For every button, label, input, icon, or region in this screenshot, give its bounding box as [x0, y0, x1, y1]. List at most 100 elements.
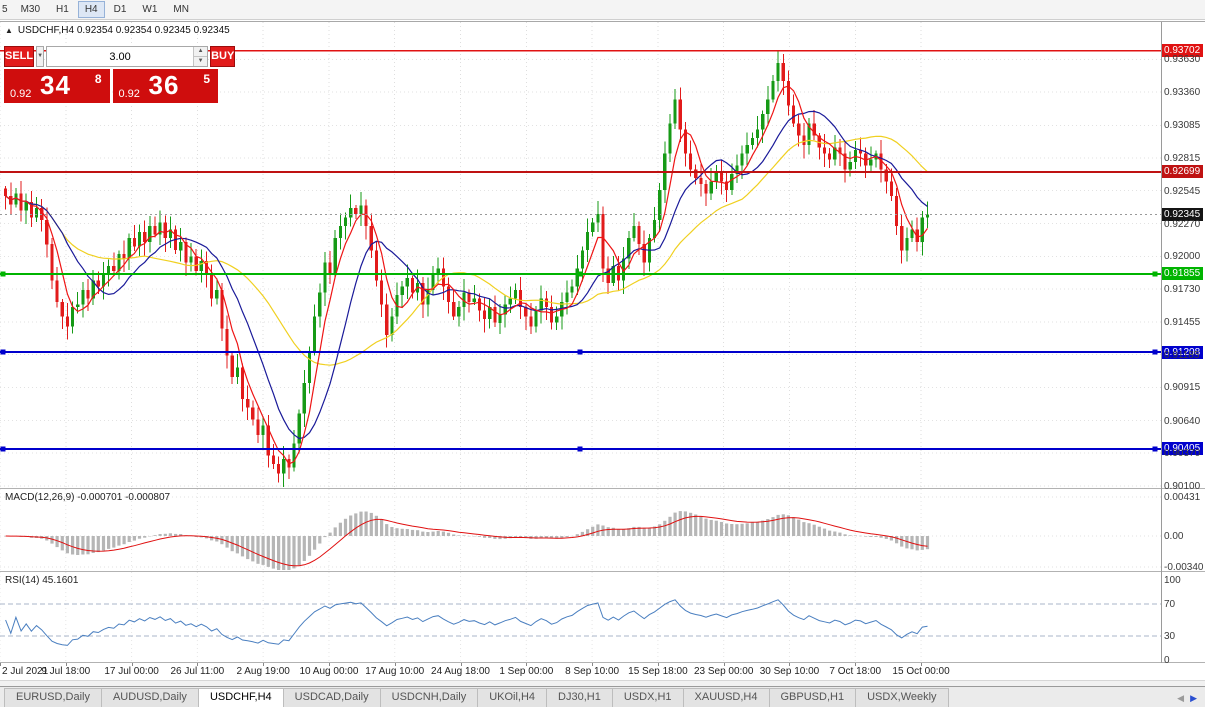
hline-handles[interactable] [0, 446, 1158, 452]
chart-tabs-bar: EURUSD,Daily AUDUSD,Daily USDCHF,H4 USDCAD,… [0, 686, 1205, 707]
volume-decrease-icon[interactable]: ▼ [194, 57, 208, 66]
chart-tab-usdcad-daily[interactable]: USDCAD,Daily [282, 688, 381, 707]
macd-axis-label: -0.00340 [1164, 562, 1204, 573]
tab-scroll-nav: ◀ ▶ [1177, 693, 1205, 707]
chart-tab-xauusd-h4[interactable]: XAUUSD,H4 [682, 688, 770, 707]
time-axis-label: 2 Aug 19:00 [236, 666, 290, 677]
timeframe-button-mn[interactable]: MN [173, 4, 189, 15]
hline-handles[interactable] [0, 271, 1158, 277]
price-axis[interactable] [1161, 22, 1205, 663]
chart-tab-gbpusd-h1[interactable]: GBPUSD,H1 [768, 688, 857, 707]
price-chart-canvas[interactable] [0, 22, 1161, 488]
chart-tab-eurusd-daily[interactable]: EURUSD,Daily [4, 688, 102, 707]
rsi-axis-label: 70 [1164, 599, 1176, 610]
macd-axis-label: 0.00 [1164, 531, 1184, 542]
buy-quote-pips: 36 [148, 70, 180, 100]
time-axis-label: 2 Jul 2021 [2, 666, 49, 677]
level-badge-0.91208: 0.91208 [1162, 345, 1203, 359]
macd-indicator-canvas[interactable] [0, 489, 1161, 571]
sell-button[interactable]: SELL [4, 46, 35, 67]
time-tick [526, 663, 528, 666]
buy-quote-point: 5 [203, 72, 210, 86]
time-tick [0, 663, 1, 666]
price-axis-label: 0.92000 [1164, 251, 1201, 263]
chart-tabs: EURUSD,Daily AUDUSD,Daily USDCHF,H4 USDCAD,… [4, 688, 949, 707]
volume-increase-icon[interactable]: ▲ [194, 47, 208, 57]
time-axis[interactable]: 2 Jul 2021 9 Jul 18:00 17 Jul 00:00 26 Jul … [0, 663, 1205, 679]
time-tick [855, 663, 857, 666]
volume-field-wrap: ▲ ▼ [46, 46, 209, 67]
one-click-trade-panel: SELL ▼ ▲ ▼ BUY 0.92 34 8 0.9 [4, 46, 236, 103]
price-axis-label: 0.90640 [1164, 415, 1201, 427]
timeframe-button-5[interactable]: 5 [2, 4, 8, 15]
volume-input[interactable] [47, 47, 194, 66]
level-badge-0.93702: 0.93702 [1162, 44, 1203, 58]
current-price-badge: 0.92345 [1162, 208, 1203, 222]
chart-tab-ukoil-h4[interactable]: UKOil,H4 [477, 688, 548, 707]
time-axis-label: 23 Sep 00:00 [693, 666, 754, 677]
time-tick [263, 663, 265, 666]
tabs-scroll-right-icon[interactable]: ▶ [1190, 693, 1197, 703]
time-axis-label: 24 Aug 18:00 [431, 666, 490, 677]
macd-signal-line [5, 515, 928, 567]
time-tick [921, 663, 923, 666]
chart-title-text: USDCHF,H4 0.92354 0.92354 0.92345 0.9234… [17, 25, 230, 36]
sell-quote-prefix: 0.92 [10, 88, 32, 100]
time-tick [394, 663, 396, 666]
chart-tab-audusd-daily[interactable]: AUDUSD,Daily [100, 688, 199, 707]
timeframe-button-m30[interactable]: M30 [20, 4, 41, 15]
time-tick [592, 663, 594, 666]
price-axis-label: 0.90370 [1164, 448, 1201, 460]
time-tick [131, 663, 133, 666]
pane-separator[interactable] [0, 488, 1205, 489]
hline-handles[interactable] [0, 349, 1158, 355]
price-axis-label: 0.92815 [1164, 152, 1201, 164]
price-axis-label: 0.91455 [1164, 317, 1201, 329]
price-axis-label: 0.91185 [1164, 349, 1200, 361]
rsi-line [5, 599, 928, 646]
chart-tab-usdchf-h4[interactable]: USDCHF,H4 [197, 688, 284, 707]
price-axis-label: 0.93085 [1164, 120, 1201, 132]
macd-indicator-label: MACD(12,26,9) -0.000701 -0.000807 [5, 492, 171, 503]
time-axis-label: 8 Sep 10:00 [565, 666, 620, 677]
chart-tab-usdx-h1[interactable]: USDX,H1 [611, 688, 684, 707]
chart-tab-usdx-weekly[interactable]: USDX,Weekly [855, 688, 949, 707]
trade-options-dropdown-icon[interactable]: ▼ [36, 46, 45, 67]
rsi-axis-label: 100 [1164, 575, 1181, 586]
buy-quote-prefix: 0.92 [118, 88, 140, 100]
buy-quote-box[interactable]: 0.92 36 5 [112, 69, 218, 103]
time-tick [723, 663, 725, 666]
price-axis-label: 0.93630 [1164, 54, 1201, 66]
time-axis-label: 9 Jul 18:00 [41, 666, 91, 677]
pane-separator[interactable] [0, 662, 1205, 663]
sma-5-line [5, 85, 928, 465]
time-tick [789, 663, 791, 666]
sell-quote-pips: 34 [40, 70, 71, 100]
timeframe-button-w1[interactable]: W1 [142, 4, 158, 15]
price-axis-label: 0.90915 [1164, 382, 1201, 394]
timeframe-button-h1[interactable]: H1 [56, 4, 69, 15]
rsi-axis-label: 30 [1164, 631, 1176, 642]
tabs-scroll-left-icon[interactable]: ◀ [1177, 693, 1185, 703]
buy-button[interactable]: BUY [210, 46, 236, 67]
time-tick [328, 663, 330, 666]
rsi-axis-label: 0 [1164, 655, 1170, 666]
rsi-indicator-canvas[interactable] [0, 572, 1161, 662]
time-tick [65, 663, 67, 666]
chart-scrollbar[interactable] [0, 680, 1205, 687]
sell-quote-box[interactable]: 0.92 34 8 [4, 69, 110, 103]
sma-12-line [5, 110, 928, 440]
timeframe-button-d1[interactable]: D1 [113, 4, 127, 15]
time-axis-label: 26 Jul 11:00 [170, 666, 225, 677]
candles [4, 50, 930, 488]
level-badge-0.91855: 0.91855 [1162, 267, 1203, 281]
chart-tab-dj30-h1[interactable]: DJ30,H1 [546, 688, 613, 707]
chart-window: ▲ USDCHF,H4 0.92354 0.92354 0.92345 0.92… [0, 21, 1205, 687]
time-axis-label: 17 Aug 10:00 [365, 666, 425, 677]
pane-separator[interactable] [0, 571, 1205, 572]
chart-symbol-icon: ▲ [5, 26, 13, 35]
timeframe-button-h4[interactable]: H4 [77, 1, 105, 18]
price-axis-label: 0.92270 [1164, 218, 1201, 230]
chart-tab-usdcnh-daily[interactable]: USDCNH,Daily [379, 688, 479, 707]
